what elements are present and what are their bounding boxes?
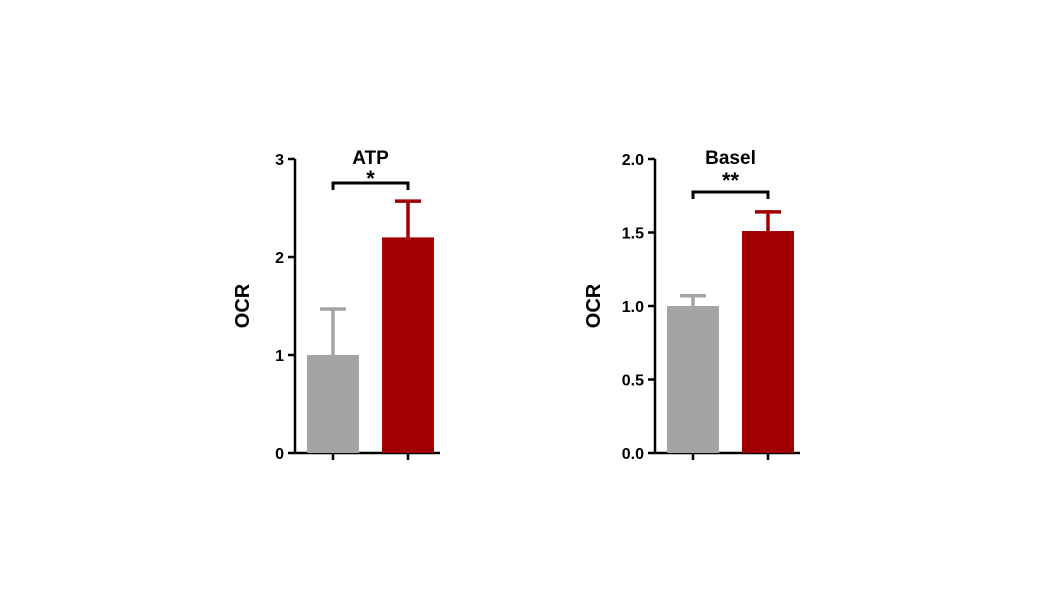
y-tick-label: 3: [275, 152, 284, 169]
chart-title: Basel: [705, 148, 756, 169]
y-tick-label: 0: [275, 446, 284, 463]
chart-title: ATP: [352, 148, 389, 169]
y-axis-label: OCR: [232, 283, 254, 328]
y-tick-label: 1: [275, 348, 284, 365]
y-axis-label: OCR: [583, 283, 605, 328]
chart-panel-2: 0.0 0.5 1.0 1.5 2.0 **Basel OCR: [583, 148, 800, 463]
bar: [667, 306, 719, 453]
significance-bracket: [691, 190, 770, 199]
bar: [307, 355, 359, 453]
bar: [742, 231, 794, 453]
y-tick-label: 2: [275, 250, 284, 267]
significance-marker: *: [366, 166, 375, 191]
y-tick-label: 0.5: [622, 373, 644, 390]
y-tick-label: 2.0: [622, 152, 644, 169]
y-tick-label: 0.0: [622, 446, 644, 463]
bar: [382, 237, 434, 453]
chart-panel-1: 0 1 2 3 *ATP OCR: [232, 148, 440, 463]
y-tick-label: 1.0: [622, 299, 644, 316]
significance-bracket: [331, 181, 410, 190]
y-tick-label: 1.5: [622, 226, 644, 243]
significance-marker: **: [722, 168, 740, 193]
